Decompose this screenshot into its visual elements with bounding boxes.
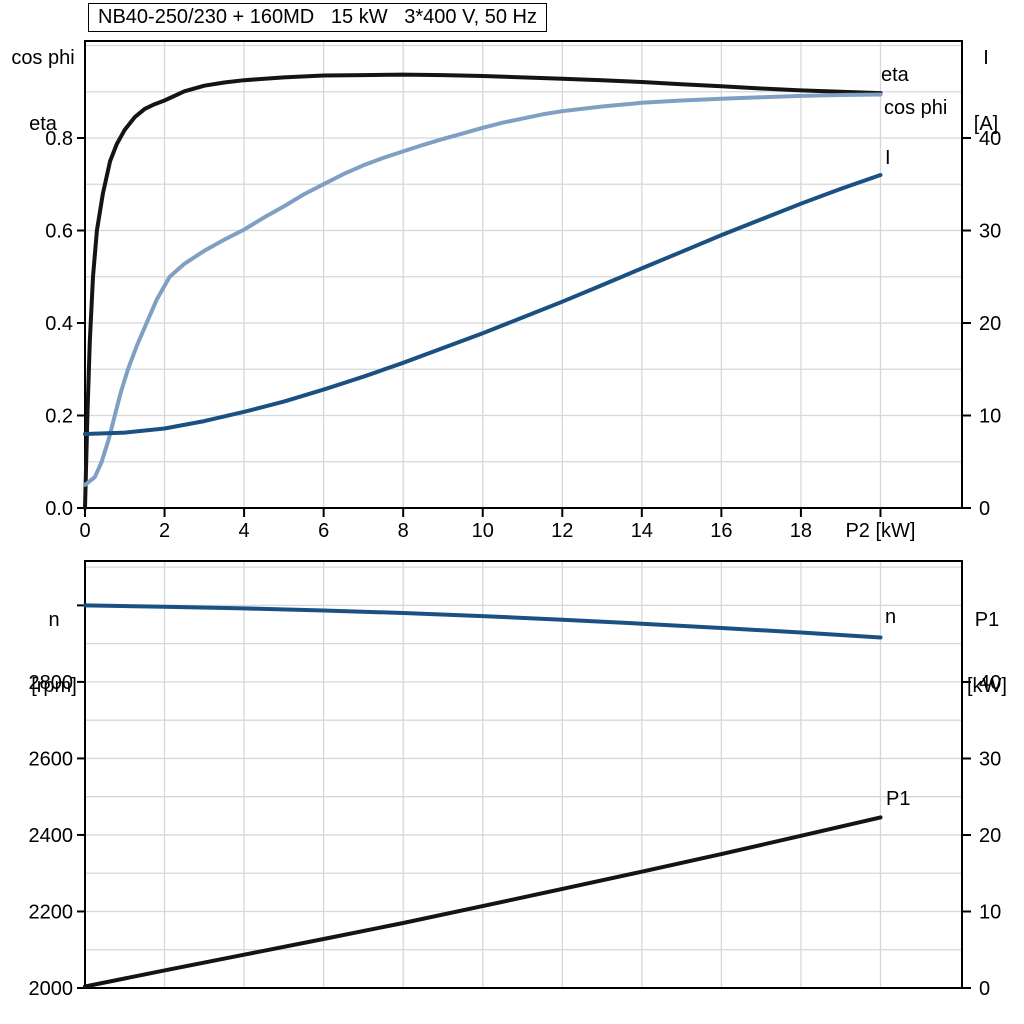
plot-frame <box>84 560 963 989</box>
x-tick-label: 12 <box>551 520 573 542</box>
right-tick-label: 20 <box>979 825 1001 847</box>
axis-label-current-unit: [A] <box>973 113 999 135</box>
curve-eta <box>83 72 883 510</box>
plot-frame <box>84 40 963 509</box>
axis-label-p1: P1 <box>974 609 1000 631</box>
x-tick-label: 18 <box>790 520 812 542</box>
right-tick-label: 0 <box>979 978 990 1000</box>
curve-label-current: I <box>885 147 891 169</box>
right-tick-label: 30 <box>979 749 1001 771</box>
left-tick-label: 0.0 <box>45 498 73 520</box>
axis-label-current: I <box>983 47 989 69</box>
axis-label-eta: eta <box>29 113 57 135</box>
x-axis-unit-label: P2 [kW] <box>845 520 915 542</box>
curve-cos-phi <box>83 92 883 487</box>
left-tick-label: 2000 <box>29 978 74 1000</box>
right-tick-label: 0 <box>979 498 990 520</box>
axis-label-cos-phi: cos phi <box>11 47 75 69</box>
curve-label-speed: n <box>885 606 896 628</box>
motor-electrical-chart: 0.0 0.2 0.4 0.6 0.8 0 10 20 30 40 0 2 4 6 8 10 12 14 16 18 P… <box>45 40 1001 542</box>
axis-label-p1-unit: [kW] <box>967 675 1007 697</box>
curve-p1 <box>83 815 883 989</box>
curve-label-p1: P1 <box>886 788 910 810</box>
x-tick-label: 2 <box>159 520 170 542</box>
gridlines <box>85 41 962 508</box>
bottom-right-axis-label: P1 [kW] <box>950 565 1024 741</box>
curve-label-eta: eta <box>881 64 910 86</box>
left-tick-label: 0.6 <box>45 220 73 242</box>
motor-speed-power-chart: 2000 2200 2400 2600 2800 0 10 20 30 40 n P1 <box>29 560 1001 1000</box>
right-tick-label: 40 <box>979 672 1001 694</box>
x-tick-label: 6 <box>318 520 329 542</box>
left-tick-label: 2600 <box>29 748 74 770</box>
x-tick-label: 16 <box>710 520 732 542</box>
left-tick-label: 0.2 <box>45 405 73 427</box>
gridlines <box>85 561 962 988</box>
left-tick-label: 0.8 <box>45 128 73 150</box>
right-tick-label: 10 <box>979 406 1001 428</box>
curve-current <box>83 173 883 436</box>
right-tick-label: 20 <box>979 313 1001 335</box>
right-tick-label: 30 <box>979 221 1001 243</box>
top-left-axis-label: cos phi eta <box>2 3 84 179</box>
axis-label-speed-unit: [rpm] <box>31 675 77 697</box>
top-right-axis-label: I [A] <box>954 3 1018 179</box>
right-tick-label: 40 <box>979 128 1001 150</box>
right-tick-label: 10 <box>979 902 1001 924</box>
left-tick-label: 2200 <box>29 901 74 923</box>
bottom-left-axis-label: n [rpm] <box>4 565 104 741</box>
left-tick-label: 2800 <box>29 672 74 694</box>
left-tick-label: 0.4 <box>45 313 73 335</box>
x-tick-label: 14 <box>631 520 653 542</box>
curve-label-cos-phi: cos phi <box>884 97 947 119</box>
x-tick-label: 10 <box>472 520 494 542</box>
x-tick-label: 0 <box>79 520 90 542</box>
chart-title: NB40-250/230 + 160MD 15 kW 3*400 V, 50 H… <box>88 3 547 32</box>
curve-speed <box>83 603 883 640</box>
axis-label-speed: n <box>48 609 60 631</box>
left-tick-label: 2400 <box>29 825 74 847</box>
x-tick-label: 8 <box>398 520 409 542</box>
x-tick-label: 4 <box>239 520 250 542</box>
